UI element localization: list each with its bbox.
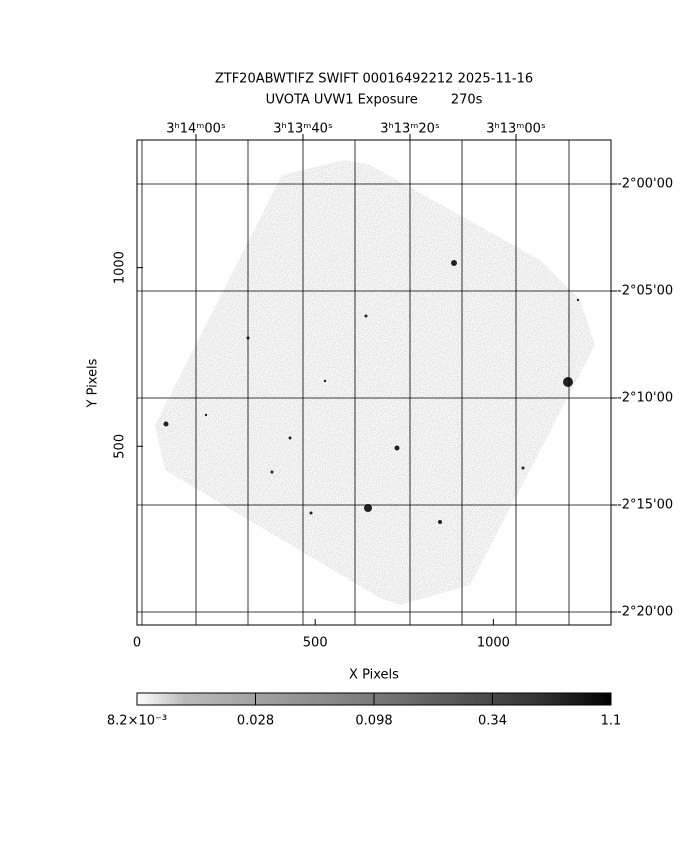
dec-label: -2°20'00 bbox=[617, 605, 673, 620]
dec-label: -2°05'00 bbox=[617, 284, 673, 299]
colorbar-label: 0.098 bbox=[355, 714, 392, 729]
y-tick-label: 500 bbox=[113, 434, 128, 459]
y-tick-label: 1000 bbox=[113, 251, 128, 284]
x-axis-label: X Pixels bbox=[349, 668, 399, 683]
ra-label: 3ʰ13ᵐ00ˢ bbox=[486, 122, 546, 137]
colorbar-label: 1.1 bbox=[601, 714, 622, 729]
ra-label: 3ʰ13ᵐ40ˢ bbox=[273, 122, 333, 137]
ra-label: 3ʰ13ᵐ20ˢ bbox=[380, 122, 440, 137]
dec-label: -2°00'00 bbox=[617, 177, 673, 192]
coordinate-grid bbox=[137, 140, 611, 625]
dec-label: -2°10'00 bbox=[617, 391, 673, 406]
x-tick-label: 1000 bbox=[477, 636, 510, 651]
x-tick-label: 0 bbox=[133, 636, 141, 651]
colorbar-label: 0.028 bbox=[237, 714, 274, 729]
dec-label: -2°15'00 bbox=[617, 498, 673, 513]
plot-frame bbox=[136, 139, 612, 626]
exposure-image bbox=[155, 160, 595, 605]
ra-label: 3ʰ14ᵐ00ˢ bbox=[166, 122, 226, 137]
title: ZTF20ABWTIFZ SWIFT 00016492212 2025-11-1… bbox=[215, 72, 533, 87]
colorbar-label: 8.2×10⁻³ bbox=[107, 714, 167, 729]
x-tick-label: 500 bbox=[303, 636, 328, 651]
y-axis-label: Y Pixels bbox=[86, 358, 101, 408]
colorbar-label: 0.34 bbox=[478, 714, 507, 729]
subtitle: UVOTA UVW1 Exposure 270s bbox=[266, 93, 483, 108]
